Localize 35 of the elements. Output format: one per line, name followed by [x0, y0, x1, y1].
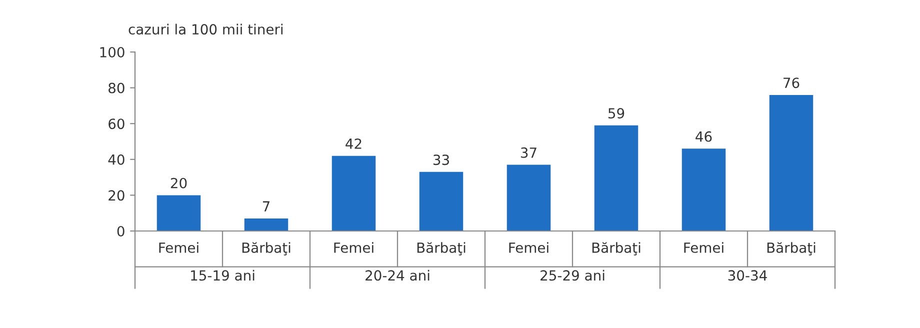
- text: 20-24 ani: [366, 270, 430, 281]
- data-label: 42: [346, 138, 362, 149]
- data-label: 37: [520, 147, 536, 158]
- x-tick-label: Femei: [159, 242, 198, 253]
- bar: [769, 94, 814, 231]
- bar: [419, 172, 464, 231]
- x-tick-label: Bărbaţi: [767, 242, 816, 256]
- y-tick-label: 60: [108, 118, 124, 130]
- bar: [594, 125, 638, 231]
- data-label: 59: [608, 108, 624, 119]
- x-tick-label: Femei: [684, 242, 724, 253]
- x-tick-label: Bărbaţi: [592, 242, 640, 256]
- x-tick-label: Femei: [334, 242, 374, 253]
- x-tick-label: Femei: [509, 242, 548, 253]
- bar: [682, 148, 726, 231]
- text: 30-34: [728, 270, 767, 281]
- x-tick-label: Bărbaţi: [242, 242, 290, 256]
- data-label: 20: [170, 178, 187, 188]
- data-label: 7: [262, 201, 270, 212]
- data-label: 33: [433, 154, 449, 166]
- y-tick-label: 20: [108, 190, 124, 201]
- bar: [244, 218, 288, 231]
- y-tick-label: 40: [108, 154, 124, 165]
- data-label: 46: [696, 131, 712, 142]
- y-tick-label: 100: [100, 46, 124, 58]
- data-label: 76: [784, 78, 800, 88]
- y-axis-title: cazuri la 100 mii tineri: [128, 24, 283, 35]
- y-tick-label: 80: [108, 82, 124, 94]
- bar: [506, 164, 551, 231]
- text: 15-19 ani: [191, 270, 254, 281]
- y-tick-label: 0: [117, 226, 124, 236]
- x-tick-label: Bărbaţi: [417, 242, 466, 256]
- text: 25-29 ani: [540, 270, 604, 281]
- bar: [332, 156, 376, 231]
- bar: [156, 195, 201, 231]
